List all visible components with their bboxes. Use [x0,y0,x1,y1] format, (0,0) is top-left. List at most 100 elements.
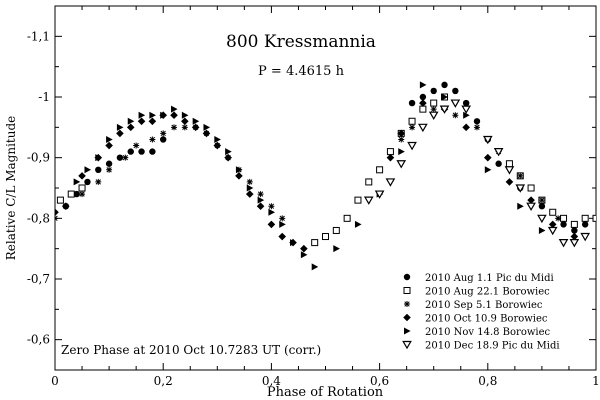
data-point [527,184,535,192]
data-point [538,197,545,204]
data-point [418,123,428,133]
data-point [419,105,427,113]
data-point [419,99,427,107]
x-tick-label: 0,6 [370,374,389,388]
data-point [279,215,286,222]
data-point [560,221,567,228]
x-axis-label: Phase of Rotation [267,385,384,400]
data-point [354,220,362,228]
data-point [527,196,535,204]
x-tick-label: 1 [592,374,600,388]
data-point [376,166,384,174]
data-point [122,154,129,161]
data-point [450,99,461,108]
data-point [268,203,275,210]
data-point [202,129,211,138]
data-point [95,154,102,162]
data-point [73,178,81,186]
data-point [84,166,92,174]
legend-label: 2010 Aug 1.1 Pic du Midi [425,273,554,284]
data-point [105,160,113,167]
data-point [235,172,243,180]
data-point [463,111,470,119]
data-point [181,111,189,119]
legend-label: 2010 Oct 10.9 Borowiec [425,314,548,325]
data-point [526,202,536,212]
legend-label: 2010 Dec 18.9 Pic du Midi [425,341,560,352]
data-point [138,148,145,155]
data-point [396,160,407,169]
data-point [300,251,308,259]
data-point [332,226,340,234]
data-point [137,117,146,126]
data-point [354,196,362,204]
data-point [78,184,86,192]
y-tick-label: -1,1 [27,29,50,43]
data-point [181,124,188,131]
y-axis: -1,1 -1 -0,9 -0,8 -0,7 -0,6 [27,5,596,347]
data-point [408,99,416,107]
data-point [484,166,492,174]
data-point [246,184,254,192]
data-point [213,141,222,150]
data-point [462,99,470,107]
data-point [225,148,232,156]
data-point [386,153,395,162]
data-point [409,124,416,131]
data-point [441,93,449,101]
data-point [257,196,265,204]
legend-marker [402,340,412,350]
data-point [55,215,58,222]
data-point [257,191,264,198]
data-point [181,117,189,126]
data-point [517,202,524,210]
data-point [580,232,591,242]
legend-label: 2010 Sep 5.1 Borowiec [425,300,543,311]
data-point [549,208,557,216]
legend: 2010 Aug 1.1 Pic du Midi 2010 Aug 22.1 Bo… [402,273,560,352]
data-point [581,221,589,228]
data-point [398,148,405,156]
data-point [439,105,450,114]
data-point [267,220,276,229]
data-point [311,239,319,247]
data-point [322,233,329,241]
data-point [569,239,580,248]
data-point [148,117,157,126]
data-point [441,81,448,89]
legend-label: 2010 Aug 22.1 Borowiec [425,287,550,298]
data-point [290,239,297,247]
data-point [55,208,59,217]
data-point [385,178,396,187]
data-point [246,178,253,185]
data-point [428,111,439,121]
data-point [160,136,167,143]
data-point [555,215,562,222]
data-point [548,220,557,229]
data-point [484,153,492,162]
data-point [581,214,589,222]
data-point [160,111,167,119]
data-point [363,196,374,205]
data-point [78,172,86,180]
data-point [537,214,547,224]
data-point [133,142,140,149]
data-point [56,196,64,204]
data-point [473,118,481,125]
data-point [365,178,373,186]
data-point [116,129,124,138]
data-point [84,178,91,186]
data-point [592,214,596,222]
data-point [224,153,232,162]
data-point [106,135,113,143]
data-point [343,214,351,222]
data-point [235,166,243,174]
x-tick-label: 0,4 [262,374,281,388]
data-point [504,166,515,175]
data-point [505,160,513,168]
data-point [517,172,524,179]
data-point [268,208,275,216]
legend-marker [404,301,410,307]
data-point [67,190,75,198]
data-point [408,117,416,125]
